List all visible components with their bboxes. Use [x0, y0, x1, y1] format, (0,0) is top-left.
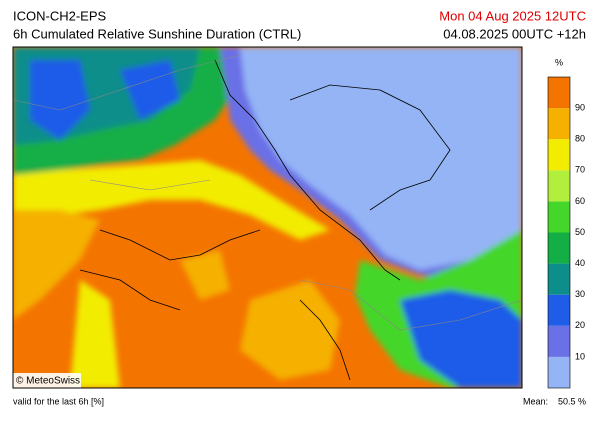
mean-value: 50.5 %	[558, 396, 586, 406]
colorbar-band	[548, 294, 570, 326]
colorbar-tick-label: 80	[575, 134, 585, 144]
colorbar-tick-label: 60	[575, 196, 585, 206]
colorbar: 10 20 30 40 50 60 70 80 90	[547, 76, 585, 389]
colorbar-band	[548, 263, 570, 295]
colorbar-band	[548, 356, 570, 388]
colorbar-band	[548, 232, 570, 264]
mean-label: Mean:	[523, 396, 548, 406]
valid-time: Mon 04 Aug 2025 12UTC	[439, 8, 586, 23]
colorbar-frame	[547, 76, 571, 389]
colorbar-unit: %	[555, 57, 563, 67]
map-title: 6h Cumulated Relative Sunshine Duration …	[13, 26, 301, 41]
colorbar-band	[548, 139, 570, 171]
colorbar-tick-label: 10	[575, 351, 585, 361]
credit: © MeteoSwiss	[16, 376, 80, 387]
colorbar-tick-label: 50	[575, 227, 585, 237]
colorbar-band	[548, 325, 570, 357]
colorbar-band	[548, 108, 570, 140]
footer-note: valid for the last 6h [%]	[13, 396, 104, 406]
map	[13, 47, 522, 388]
colorbar-band	[548, 77, 570, 109]
colorbar-tick-label: 40	[575, 258, 585, 268]
run-time: 04.08.2025 00UTC +12h	[443, 26, 586, 41]
colorbar-tick-label: 90	[575, 102, 585, 112]
colorbar-tick-label: 70	[575, 165, 585, 175]
colorbar-band	[548, 201, 570, 233]
colorbar-tick-label: 30	[575, 289, 585, 299]
colorbar-tick-label: 20	[575, 320, 585, 330]
model-name: ICON-CH2-EPS	[13, 8, 107, 23]
colorbar-band	[548, 170, 570, 202]
